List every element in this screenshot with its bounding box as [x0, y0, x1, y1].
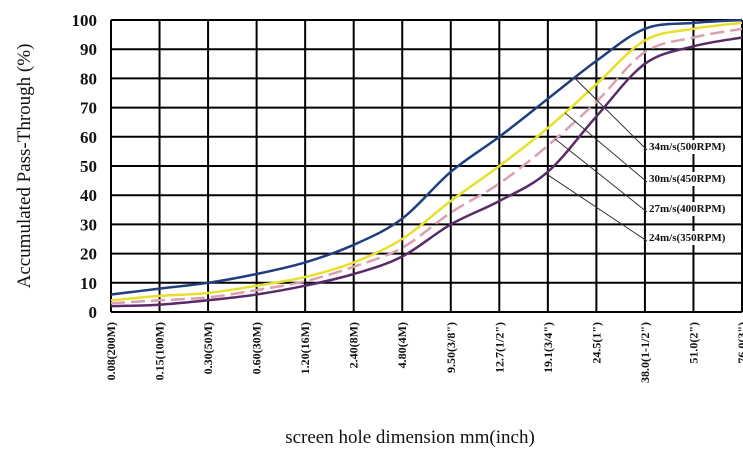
y-axis-title: Accumulated Pass-Through (%) — [14, 44, 35, 289]
y-tick-label: 80 — [80, 69, 97, 88]
series-label: 34m/s(500RPM) — [649, 141, 726, 153]
callout-background — [648, 172, 740, 186]
series-line — [110, 27, 743, 305]
series-label: 30m/s(450RPM) — [649, 173, 726, 185]
series-line — [110, 36, 743, 308]
x-tick-label: 0.60(30M) — [250, 322, 264, 374]
y-tick-labels: 0 10 20 30 40 50 60 70 80 90 100 — [72, 11, 98, 322]
y-tick-label: 60 — [80, 128, 97, 147]
series-line — [110, 18, 743, 296]
grid-lines — [110, 19, 743, 313]
x-tick-label: 4.80(4M) — [395, 322, 409, 368]
callout-leader — [564, 112, 648, 183]
x-tick-label: 1.20(16M) — [298, 322, 312, 374]
legend-callouts: 34m/s(500RPM) 30m/s(450RPM) 27m/s(400RPM) 2… — [545, 77, 740, 245]
x-tick-label: 24.5(1") — [589, 322, 603, 364]
x-tick-label: 2.40(8M) — [347, 322, 361, 368]
y-tick-label: 90 — [80, 40, 97, 59]
x-tick-label: 51.0(2") — [686, 322, 700, 364]
x-tick-label: 9.50(3/8") — [444, 322, 458, 373]
x-tick-labels: 0.08(200M) 0.15(100M) 0.30(50M) 0.60(30M) 1.… — [104, 322, 743, 383]
x-tick-label: 12.7(1/2") — [492, 322, 506, 373]
series-label: 27m/s(400RPM) — [649, 203, 726, 215]
x-tick-label: 76.0(3") — [735, 322, 743, 364]
y-tick-label: 0 — [89, 303, 98, 322]
y-tick-label: 70 — [80, 99, 97, 118]
x-tick-label: 19.1(3/4") — [541, 322, 555, 373]
y-tick-label: 30 — [80, 215, 97, 234]
y-tick-label: 40 — [80, 186, 97, 205]
callout-background — [648, 231, 740, 245]
y-tick-label: 100 — [72, 11, 98, 30]
x-axis-title: screen hole dimension mm(inch) — [285, 427, 535, 448]
callout-leader — [545, 172, 648, 242]
callout-leader — [554, 138, 648, 213]
x-tick-label: 38.0(1-1/2") — [638, 322, 652, 383]
x-tick-label: 0.15(100M) — [153, 322, 167, 380]
callout-leader — [574, 77, 648, 151]
series-label: 24m/s(350RPM) — [649, 232, 726, 244]
series-line — [110, 21, 743, 302]
x-tick-label: 0.30(50M) — [201, 322, 215, 374]
y-tick-label: 50 — [80, 157, 97, 176]
x-tick-label: 0.08(200M) — [104, 322, 118, 380]
y-tick-label: 10 — [80, 274, 97, 293]
callout-background — [648, 140, 740, 154]
callout-background — [648, 202, 740, 216]
y-tick-label: 20 — [80, 245, 97, 264]
series-layer — [110, 18, 743, 308]
